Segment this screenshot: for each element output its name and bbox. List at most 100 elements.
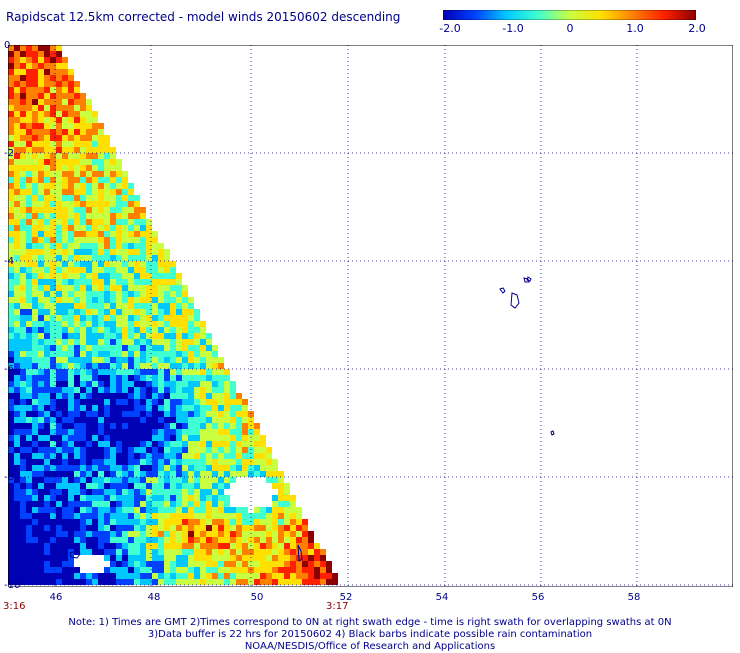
wind-cell — [26, 465, 32, 471]
wind-cell — [266, 561, 272, 567]
wind-cell — [62, 273, 68, 279]
wind-cell — [20, 393, 26, 399]
wind-cell — [68, 141, 74, 147]
wind-cell — [44, 531, 50, 537]
wind-cell — [182, 291, 188, 297]
wind-cell — [86, 111, 92, 117]
wind-cell — [116, 333, 122, 339]
wind-cell — [302, 537, 308, 543]
wind-cell — [98, 393, 104, 399]
wind-cell — [212, 369, 218, 375]
wind-cell — [80, 537, 86, 543]
wind-cell — [38, 567, 44, 573]
wind-cell — [278, 543, 284, 549]
wind-cell — [8, 435, 14, 441]
wind-cell — [86, 405, 92, 411]
wind-cell — [104, 279, 110, 285]
wind-cell — [14, 111, 20, 117]
wind-cell — [224, 525, 230, 531]
wind-cell — [128, 411, 134, 417]
wind-cell — [158, 393, 164, 399]
wind-cell — [212, 363, 218, 369]
wind-cell — [8, 321, 14, 327]
wind-cell — [110, 501, 116, 507]
wind-cell — [212, 549, 218, 555]
wind-cell — [50, 579, 56, 585]
wind-cell — [188, 513, 194, 519]
wind-cell — [212, 399, 218, 405]
wind-cell — [26, 423, 32, 429]
wind-cell — [62, 225, 68, 231]
wind-cell — [194, 495, 200, 501]
wind-cell — [74, 525, 80, 531]
wind-cell — [314, 567, 320, 573]
wind-cell — [182, 507, 188, 513]
wind-cell — [38, 429, 44, 435]
wind-cell — [200, 381, 206, 387]
wind-cell — [50, 189, 56, 195]
wind-cell — [38, 489, 44, 495]
wind-cell — [122, 423, 128, 429]
wind-cell — [68, 501, 74, 507]
wind-cell — [224, 507, 230, 513]
wind-cell — [170, 399, 176, 405]
wind-cell — [116, 195, 122, 201]
wind-cell — [32, 51, 38, 57]
wind-cell — [38, 231, 44, 237]
wind-cell — [50, 549, 56, 555]
wind-cell — [62, 117, 68, 123]
wind-cell — [86, 363, 92, 369]
wind-cell — [224, 375, 230, 381]
wind-cell — [86, 267, 92, 273]
wind-cell — [218, 525, 224, 531]
wind-cell — [20, 477, 26, 483]
wind-cell — [68, 147, 74, 153]
wind-cell — [26, 399, 32, 405]
wind-cell — [272, 567, 278, 573]
wind-cell — [290, 573, 296, 579]
wind-cell — [68, 573, 74, 579]
wind-cell — [122, 339, 128, 345]
wind-cell — [128, 423, 134, 429]
wind-cell — [44, 189, 50, 195]
wind-cell — [74, 225, 80, 231]
wind-cell — [116, 477, 122, 483]
wind-cell — [62, 387, 68, 393]
wind-cell — [206, 477, 212, 483]
wind-cell — [146, 297, 152, 303]
wind-cell — [140, 435, 146, 441]
wind-cell — [62, 381, 68, 387]
wind-cell — [86, 345, 92, 351]
wind-cell — [194, 387, 200, 393]
wind-cell — [32, 513, 38, 519]
wind-cell — [152, 237, 158, 243]
wind-cell — [32, 255, 38, 261]
wind-cell — [254, 423, 260, 429]
wind-cell — [170, 573, 176, 579]
wind-cell — [68, 387, 74, 393]
wind-cell — [104, 363, 110, 369]
wind-cell — [182, 435, 188, 441]
wind-cell — [74, 447, 80, 453]
wind-cell — [140, 321, 146, 327]
wind-cell — [8, 111, 14, 117]
wind-cell — [56, 153, 62, 159]
wind-cell — [122, 285, 128, 291]
wind-cell — [122, 171, 128, 177]
wind-cell — [74, 93, 80, 99]
wind-cell — [194, 549, 200, 555]
wind-cell — [74, 381, 80, 387]
wind-cell — [242, 399, 248, 405]
wind-cell — [74, 501, 80, 507]
wind-cell — [224, 405, 230, 411]
wind-cell — [50, 231, 56, 237]
wind-cell — [8, 333, 14, 339]
wind-cell — [50, 489, 56, 495]
wind-cell — [92, 435, 98, 441]
wind-cell — [194, 453, 200, 459]
wind-cell — [194, 537, 200, 543]
wind-cell — [164, 495, 170, 501]
wind-cell — [194, 459, 200, 465]
wind-cell — [206, 573, 212, 579]
wind-cell — [98, 351, 104, 357]
